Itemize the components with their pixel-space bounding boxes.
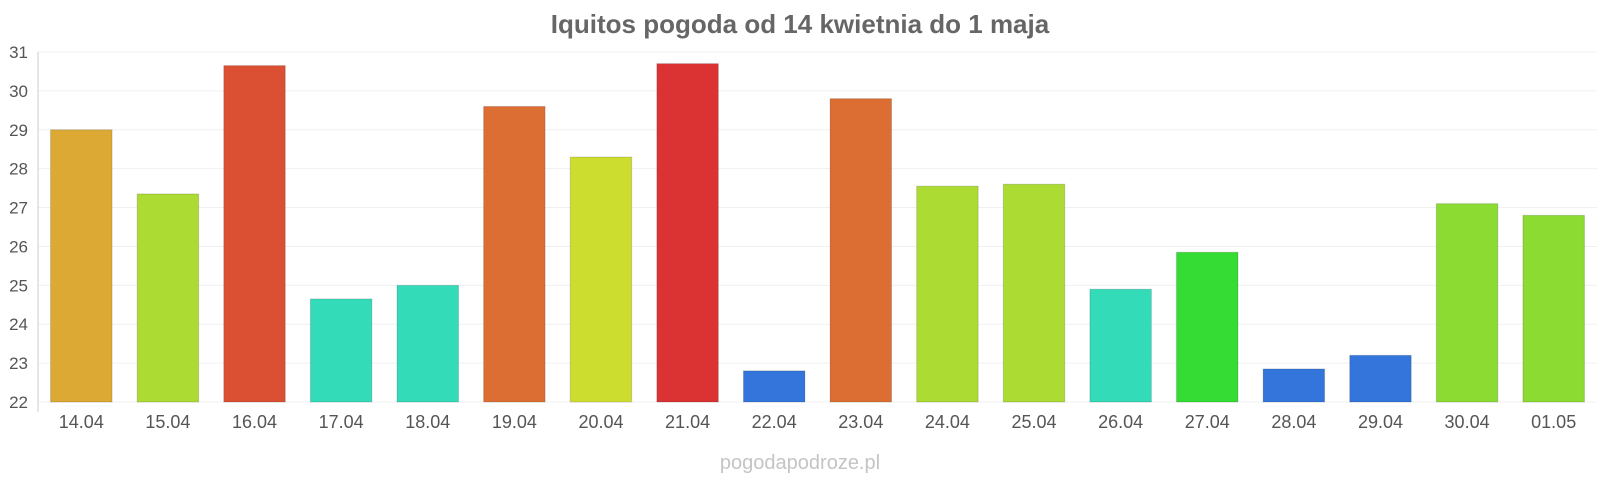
bar-29.04	[1349, 354, 1412, 403]
x-tick-label: 25.04	[1012, 412, 1057, 432]
bar-18.04	[396, 284, 459, 403]
source-watermark: pogodapodroze.pl	[720, 452, 880, 474]
bar-14.04	[50, 129, 113, 403]
y-tick-label: 27	[9, 199, 28, 218]
x-tick-label: 16.04	[232, 412, 277, 432]
grid-lines	[38, 51, 1597, 403]
bar-15.04	[136, 193, 200, 403]
x-tick-label: 23.04	[838, 412, 883, 432]
bar-30.04	[1435, 203, 1499, 403]
y-tick-label: 22	[9, 393, 28, 412]
y-tick-label: 25	[9, 276, 28, 295]
bars	[50, 63, 1585, 403]
bar-17.04	[309, 298, 373, 403]
y-tick-label: 30	[9, 82, 28, 101]
x-tick-label: 21.04	[665, 412, 710, 432]
x-tick-label: 24.04	[925, 412, 970, 432]
y-tick-label: 26	[9, 237, 28, 256]
x-tick-label: 26.04	[1098, 412, 1143, 432]
y-tick-label: 29	[9, 121, 28, 140]
y-tick-label: 23	[9, 354, 28, 373]
bar-23.04	[829, 98, 893, 403]
x-tick-label: 28.04	[1271, 412, 1316, 432]
bar-24.04	[916, 185, 979, 403]
bar-16.04	[223, 65, 286, 403]
x-tick-label: 19.04	[492, 412, 537, 432]
bar-27.04	[1176, 251, 1239, 403]
x-axis-ticks: 14.04 15.04 16.04 17.04 18.04 19.04 20.04 21.04…	[59, 412, 1576, 432]
y-axis-ticks: 31 30 29 28 27 26 25 24 23 22	[9, 43, 28, 412]
x-tick-label: 27.04	[1185, 412, 1230, 432]
bar-01.05	[1522, 214, 1585, 403]
bar-22.04	[742, 370, 806, 403]
x-tick-label: 20.04	[578, 412, 623, 432]
y-tick-label: 24	[9, 315, 28, 334]
x-tick-label: 22.04	[752, 412, 797, 432]
bar-20.04	[569, 156, 633, 403]
y-tick-label: 28	[9, 160, 28, 179]
bar-26.04	[1089, 288, 1152, 403]
bar-25.04	[1002, 183, 1066, 403]
x-tick-label: 15.04	[145, 412, 190, 432]
x-tick-label: 17.04	[319, 412, 364, 432]
bar-19.04	[483, 105, 546, 403]
y-tick-label: 31	[9, 43, 28, 62]
x-tick-label: 14.04	[59, 412, 104, 432]
x-tick-label: 01.05	[1531, 412, 1576, 432]
bar-21.04	[656, 63, 719, 403]
x-tick-label: 30.04	[1445, 412, 1490, 432]
x-tick-label: 29.04	[1358, 412, 1403, 432]
chart-title: Iquitos pogoda od 14 kwietnia do 1 maja	[551, 9, 1050, 39]
bar-28.04	[1262, 368, 1326, 403]
x-tick-label: 18.04	[405, 412, 450, 432]
